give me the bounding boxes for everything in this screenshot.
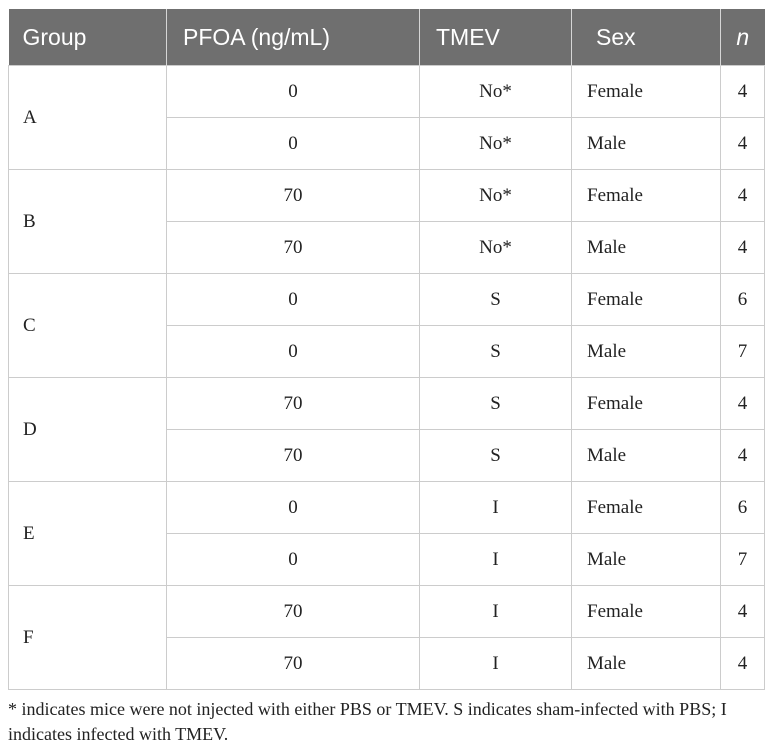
header-tmev: TMEV — [419, 9, 572, 66]
pfoa-cell: 0 — [166, 533, 420, 586]
tmev-cell: I — [419, 481, 572, 534]
tmev-cell: I — [419, 533, 572, 586]
sex-cell: Female — [571, 585, 721, 638]
pfoa-cell: 70 — [166, 429, 420, 482]
table-row: A 0 No* Female 4 — [8, 65, 765, 170]
tmev-cell: S — [419, 273, 572, 326]
sex-cell: Male — [571, 325, 721, 378]
table-row: C 0 S Female 6 — [8, 273, 765, 378]
tmev-cell: No* — [419, 65, 572, 118]
table-footnote: * indicates mice were not injected with … — [8, 699, 727, 744]
sex-cell: Male — [571, 429, 721, 482]
header-n: n — [720, 9, 765, 66]
sex-cell: Female — [571, 65, 721, 118]
table-row: B 70 No* Female 4 — [8, 169, 765, 274]
n-cell: 6 — [720, 273, 765, 326]
pfoa-cell: 0 — [166, 325, 420, 378]
table-row: 0 No* Male 4 — [9, 117, 765, 170]
table-row: 70 S Male 4 — [9, 429, 765, 482]
table-row: 70 I Male 4 — [9, 637, 765, 690]
n-cell: 4 — [720, 65, 765, 118]
table-body: A 0 No* Female 4 0 No* Male 4 B 70 No* Female 4 70 No* M… — [8, 65, 765, 690]
sex-cell: Male — [571, 637, 721, 690]
pfoa-cell: 70 — [166, 221, 420, 274]
table-row: E 0 I Female 6 — [8, 481, 765, 586]
tmev-cell: S — [419, 429, 572, 482]
table-row: 70 No* Male 4 — [9, 221, 765, 274]
n-cell: 4 — [720, 169, 765, 222]
group-label-cell: C — [8, 273, 167, 378]
n-cell: 4 — [720, 221, 765, 274]
pfoa-cell: 70 — [166, 377, 420, 430]
sex-cell: Male — [571, 117, 721, 170]
tmev-cell: I — [419, 637, 572, 690]
pfoa-cell: 0 — [166, 273, 420, 326]
tmev-cell: No* — [419, 221, 572, 274]
n-cell: 6 — [720, 481, 765, 534]
group-label-cell: A — [8, 65, 167, 170]
tmev-cell: I — [419, 585, 572, 638]
header-row: Group PFOA (ng/mL) TMEV Sex n — [8, 9, 765, 66]
sex-cell: Female — [571, 273, 721, 326]
sex-cell: Male — [571, 533, 721, 586]
data-table-container: Group PFOA (ng/mL) TMEV Sex n A 0 No* Femal… — [8, 9, 765, 690]
header-group: Group — [8, 9, 167, 66]
n-cell: 4 — [720, 429, 765, 482]
sex-cell: Female — [571, 377, 721, 430]
table-row: 0 I Male 7 — [9, 533, 765, 586]
tmev-cell: No* — [419, 169, 572, 222]
pfoa-cell: 0 — [166, 65, 420, 118]
group-label-cell: D — [8, 377, 167, 482]
tmev-cell: S — [419, 325, 572, 378]
n-cell: 7 — [720, 533, 765, 586]
header-pfoa: PFOA (ng/mL) — [166, 9, 420, 66]
table-row: F 70 I Female 4 — [8, 585, 765, 690]
n-cell: 7 — [720, 325, 765, 378]
pfoa-cell: 70 — [166, 169, 420, 222]
table-row: D 70 S Female 4 — [8, 377, 765, 482]
sex-cell: Male — [571, 221, 721, 274]
pfoa-cell: 0 — [166, 117, 420, 170]
group-label-cell: E — [8, 481, 167, 586]
group-label-cell: F — [8, 585, 167, 690]
pfoa-cell: 70 — [166, 585, 420, 638]
pfoa-cell: 70 — [166, 637, 420, 690]
sex-cell: Female — [571, 169, 721, 222]
table-header: Group PFOA (ng/mL) TMEV Sex n — [8, 9, 765, 66]
pfoa-cell: 0 — [166, 481, 420, 534]
tmev-cell: S — [419, 377, 572, 430]
n-cell: 4 — [720, 585, 765, 638]
sex-cell: Female — [571, 481, 721, 534]
group-label-cell: B — [8, 169, 167, 274]
n-cell: 4 — [720, 637, 765, 690]
data-table: Group PFOA (ng/mL) TMEV Sex n A 0 No* Femal… — [8, 9, 765, 690]
n-cell: 4 — [720, 377, 765, 430]
tmev-cell: No* — [419, 117, 572, 170]
n-cell: 4 — [720, 117, 765, 170]
header-sex: Sex — [571, 9, 721, 66]
